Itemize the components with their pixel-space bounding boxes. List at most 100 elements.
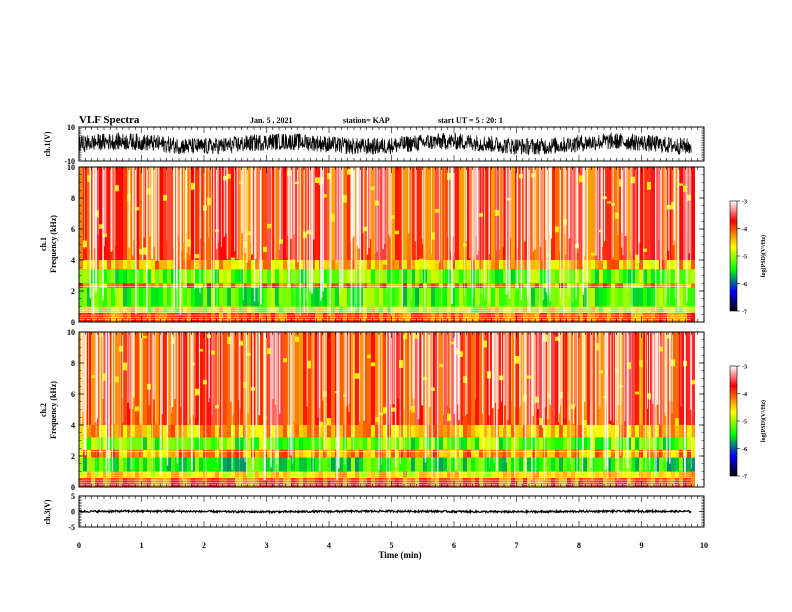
spec-streak — [667, 167, 670, 251]
spec-cell — [311, 260, 315, 270]
spec-streak — [366, 167, 369, 255]
spec-cell — [631, 449, 635, 458]
spec-cell — [271, 457, 275, 472]
spec-speckle — [195, 254, 199, 259]
spec-streak — [140, 332, 142, 424]
spec-cell — [575, 287, 579, 307]
spec-cell — [587, 437, 591, 450]
spec-cell — [471, 425, 475, 438]
spec-speckle — [227, 173, 231, 179]
spec-cell — [483, 425, 487, 438]
spec-cell — [595, 306, 599, 313]
spec-streak — [453, 332, 456, 415]
spec-cell — [671, 437, 675, 450]
spec-cell — [95, 425, 99, 438]
spec-cell — [679, 471, 683, 478]
spec-cell — [219, 437, 223, 450]
colorbar-tick-label: -3 — [742, 200, 747, 206]
spec-cell — [195, 457, 199, 472]
spec-cell — [427, 260, 431, 270]
spec-cell — [411, 306, 415, 313]
spec-cell — [227, 425, 231, 438]
spec-cell — [251, 260, 255, 270]
spec-cell — [543, 269, 547, 284]
spec-cell — [115, 425, 119, 438]
spec-cell — [147, 457, 151, 472]
spec-cell — [483, 471, 487, 478]
spec-cell — [595, 449, 599, 458]
spec-cell — [231, 167, 235, 260]
spec-cell — [671, 269, 675, 284]
spec-cell — [167, 457, 171, 472]
spec-cell — [87, 287, 91, 307]
spec-cell — [303, 283, 307, 288]
spec-cell — [195, 437, 199, 450]
spec-cell — [299, 437, 303, 450]
spec-cell — [539, 437, 543, 450]
spec-speckle — [627, 362, 631, 370]
spec-cell — [555, 437, 559, 450]
spec-speckle — [239, 340, 243, 346]
spec-streak — [523, 167, 526, 242]
spec-cell — [687, 457, 691, 472]
spec-cell — [375, 332, 379, 425]
y-tick-label: 6 — [71, 390, 75, 399]
spec-cell — [675, 457, 679, 472]
spec-cell — [439, 449, 443, 458]
spec-cell — [355, 437, 359, 450]
spec-streak — [584, 167, 586, 305]
spec-cell — [255, 283, 259, 288]
spec-streak — [390, 332, 392, 406]
x-tick-label: 7 — [515, 541, 519, 550]
spec-cell — [203, 471, 207, 478]
spec-cell — [463, 306, 467, 313]
spec-speckle — [607, 424, 611, 432]
spec-cell — [143, 332, 147, 425]
spec-cell — [655, 457, 659, 472]
spec-cell — [231, 471, 235, 478]
spec-cell — [335, 283, 339, 288]
spec-cell — [687, 332, 691, 425]
spec-cell — [211, 437, 215, 450]
spec-streak — [258, 332, 261, 416]
spec-cell — [91, 437, 95, 450]
spec-cell — [439, 287, 443, 307]
spec-cell — [615, 269, 619, 284]
spec-cell — [635, 437, 639, 450]
spec-cell — [79, 283, 83, 288]
spec-cell — [439, 471, 443, 478]
spec-cell — [159, 287, 163, 307]
spec-speckle — [403, 332, 407, 340]
spec-speckle — [147, 188, 151, 195]
spec-cell — [411, 471, 415, 478]
spec-cell — [435, 167, 439, 260]
spec-cell — [339, 425, 343, 438]
spec-streak — [597, 167, 600, 260]
spec-cell — [119, 449, 123, 458]
spec-cell — [275, 457, 279, 472]
spec-cell — [511, 167, 515, 260]
spec-streak — [329, 167, 331, 315]
spec-streak — [493, 332, 495, 426]
spec-cell — [427, 167, 431, 260]
spec-cell — [215, 437, 219, 450]
spec-streak — [502, 167, 504, 248]
spec-cell — [223, 425, 227, 438]
spec-cell — [139, 449, 143, 458]
spec-cell — [671, 283, 675, 288]
spec-streak — [394, 332, 397, 467]
spec-cell — [203, 287, 207, 307]
spec-cell — [155, 283, 159, 288]
spec-cell — [651, 437, 655, 450]
spec-cell — [255, 306, 259, 313]
spec-cell — [143, 457, 147, 472]
spec-cell — [447, 471, 451, 478]
spec-cell — [155, 457, 159, 472]
spec-cell — [363, 425, 367, 438]
spec-cell — [235, 283, 239, 288]
spec-streak — [660, 167, 662, 286]
spec-cell — [619, 306, 623, 313]
spec-cell — [219, 306, 223, 313]
spec-cell — [415, 269, 419, 284]
